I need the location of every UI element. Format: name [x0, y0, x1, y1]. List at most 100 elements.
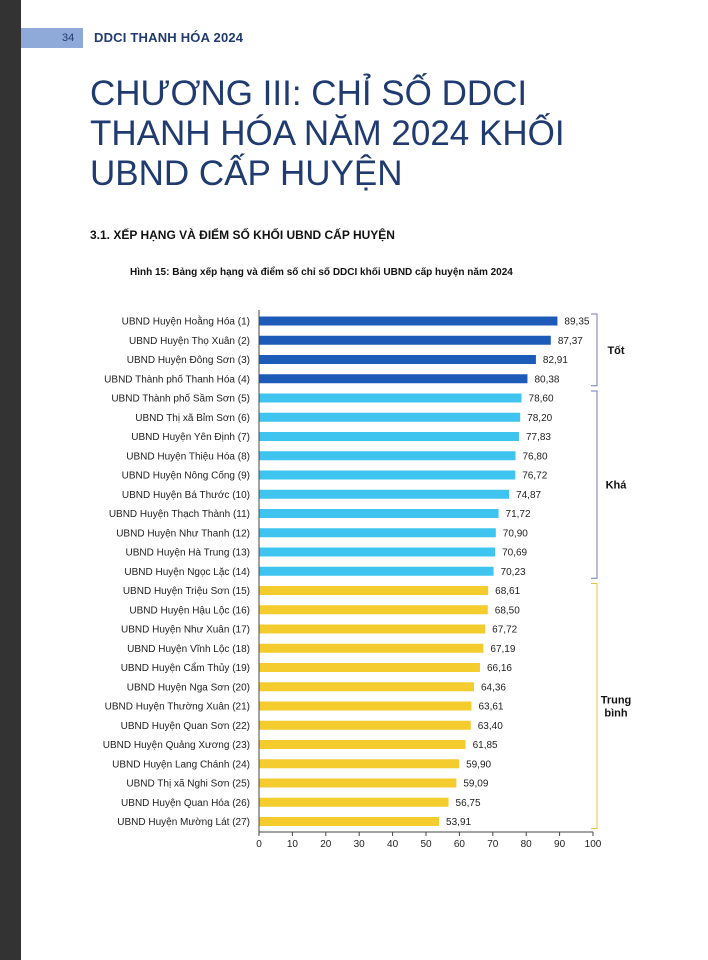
- data-label: 70,90: [503, 528, 528, 539]
- category-label: UBND Huyện Như Thanh (12): [116, 528, 250, 539]
- chapter-title-line: UBND CẤP HUYỆN: [90, 154, 403, 193]
- data-label: 74,87: [516, 490, 541, 501]
- data-label: 67,19: [490, 644, 515, 655]
- x-tick-label: 100: [585, 839, 602, 850]
- data-label: 67,72: [492, 625, 517, 636]
- bar: [259, 817, 440, 826]
- x-tick-label: 20: [320, 839, 332, 850]
- category-label: UBND Huyện Thường Xuân (21): [105, 702, 250, 713]
- bar: [259, 701, 472, 711]
- category-label: UBND Huyện Vĩnh Lộc (18): [127, 644, 250, 655]
- ddci-ranking-bar-chart: UBND Huyện Hoằng Hóa (1) 89,35 UBND Huyện …: [103, 310, 632, 850]
- category-label: UBND Huyện Nga Sơn (20): [127, 682, 250, 693]
- data-label: 82,91: [543, 355, 568, 366]
- group-bracket: [591, 313, 598, 387]
- section-title: 3.1. XẾP HẠNG VÀ ĐIỂM SỐ KHỐI UBND CẤP H…: [90, 228, 395, 242]
- figure-caption: Hình 15: Bảng xếp hạng và điểm số chỉ số…: [130, 267, 513, 278]
- x-tick-label: 50: [420, 839, 432, 850]
- bar: [259, 740, 466, 749]
- data-label: 80,38: [534, 374, 559, 385]
- data-label: 68,61: [495, 586, 520, 597]
- category-label: UBND Huyện Quan Sơn (22): [121, 721, 250, 732]
- data-label: 66,16: [487, 663, 512, 674]
- x-tick-label: 60: [454, 839, 466, 850]
- bar: [259, 624, 486, 634]
- category-label: UBND Huyện Triệu Sơn (15): [123, 586, 250, 597]
- group-label: Tốt: [607, 345, 624, 357]
- category-label: UBND Thành phố Sầm Sơn (5): [111, 393, 250, 405]
- category-label: UBND Huyện Đông Sơn (3): [127, 355, 250, 366]
- category-label: UBND Thành phố Thanh Hóa (4): [104, 373, 250, 385]
- page-number: 34: [62, 32, 75, 44]
- page-spine: [0, 0, 21, 960]
- category-label: UBND Thị xã Nghi Sơn (25): [126, 779, 250, 790]
- data-label: 78,20: [527, 413, 552, 424]
- chapter-title-line: THANH HÓA NĂM 2024 KHỐI: [90, 114, 565, 153]
- category-label: UBND Huyện Thạch Thành (11): [109, 509, 250, 520]
- category-label: UBND Huyện Hoằng Hóa (1): [122, 315, 250, 328]
- x-tick-label: 70: [487, 839, 499, 850]
- bar: [259, 355, 536, 364]
- data-label: 70,23: [501, 567, 526, 578]
- bar: [259, 528, 496, 538]
- data-label: 70,69: [502, 548, 527, 559]
- data-label: 89,35: [564, 317, 589, 328]
- data-label: 61,85: [473, 740, 498, 751]
- category-label: UBND Huyện Quảng Xương (23): [103, 740, 250, 751]
- header-accent-strip: [21, 28, 83, 48]
- bar: [259, 393, 522, 403]
- bar: [259, 412, 521, 422]
- category-label: UBND Huyện Hậu Lộc (16): [129, 605, 250, 616]
- bar: [259, 605, 488, 615]
- data-label: 76,72: [522, 471, 547, 482]
- x-tick-label: 0: [256, 839, 262, 850]
- category-label: UBND Huyện Lang Chánh (24): [112, 759, 250, 770]
- bar: [259, 586, 489, 595]
- data-label: 78,60: [529, 394, 554, 405]
- running-header-title: DDCI THANH HÓA 2024: [94, 30, 244, 45]
- x-tick-label: 90: [554, 839, 566, 850]
- group-label: Trung: [601, 695, 632, 707]
- group-bracket: [591, 583, 598, 829]
- category-label: UBND Huyện Như Xuân (17): [121, 625, 250, 636]
- category-label: UBND Huyện Nông Cống (9): [122, 470, 250, 482]
- bar: [259, 797, 449, 807]
- bar: [259, 489, 510, 499]
- bar: [259, 547, 496, 557]
- category-label: UBND Huyện Cẩm Thủy (19): [121, 662, 250, 674]
- category-label: UBND Huyện Yên Định (7): [131, 432, 250, 443]
- category-label: UBND Huyện Quan Hóa (26): [121, 798, 250, 809]
- bar: [259, 778, 457, 788]
- data-label: 56,75: [456, 798, 481, 809]
- data-label: 68,50: [495, 605, 520, 616]
- data-label: 63,40: [478, 721, 503, 732]
- group-label: Khá: [606, 480, 628, 492]
- data-label: 76,80: [523, 451, 548, 462]
- chapter-title: CHƯƠNG III: CHỈ SỐ DDCI THANH HÓA NĂM 20…: [90, 74, 670, 194]
- bar: [259, 720, 471, 730]
- x-tick-label: 10: [287, 839, 299, 850]
- group-label: bình: [604, 708, 627, 720]
- category-label: UBND Thị xã Bỉm Sơn (6): [135, 412, 250, 424]
- bar: [259, 316, 558, 326]
- data-label: 53,91: [446, 817, 471, 828]
- category-label: UBND Huyện Bá Thước (10): [122, 490, 250, 501]
- bar: [259, 566, 494, 576]
- bar: [259, 374, 528, 384]
- category-label: UBND Huyện Thọ Xuân (2): [129, 336, 250, 347]
- bar: [259, 451, 516, 461]
- bar: [259, 470, 516, 480]
- data-label: 59,90: [466, 759, 491, 770]
- bar: [259, 759, 460, 769]
- bar: [259, 643, 484, 653]
- category-label: UBND Huyện Ngọc Lặc (14): [124, 567, 250, 578]
- data-label: 77,83: [526, 432, 551, 443]
- bar: [259, 432, 519, 441]
- bar: [259, 682, 474, 692]
- bar: [259, 335, 551, 345]
- group-bracket: [591, 390, 598, 579]
- data-label: 64,36: [481, 682, 506, 693]
- x-tick-label: 40: [387, 839, 399, 850]
- x-tick-label: 30: [354, 839, 366, 850]
- data-label: 63,61: [478, 702, 503, 713]
